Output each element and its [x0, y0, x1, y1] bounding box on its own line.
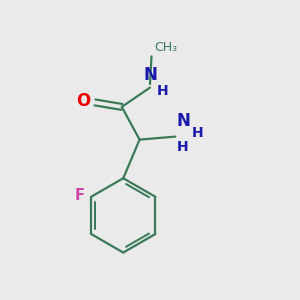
Text: N: N [143, 66, 157, 84]
Text: H: H [177, 140, 188, 154]
Text: H: H [157, 84, 168, 98]
Text: N: N [177, 112, 190, 130]
Text: O: O [76, 92, 91, 110]
Text: CH₃: CH₃ [154, 41, 177, 54]
Text: H: H [192, 126, 203, 140]
Text: F: F [74, 188, 85, 203]
